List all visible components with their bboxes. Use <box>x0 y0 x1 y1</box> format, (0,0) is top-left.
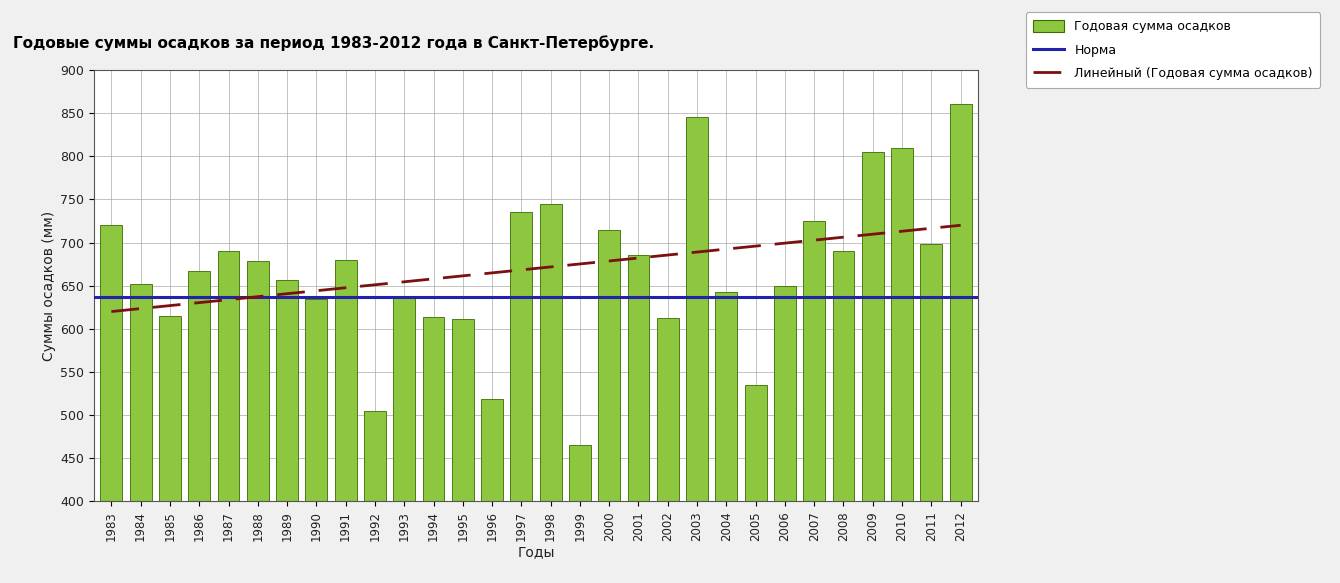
Bar <box>921 244 942 583</box>
Bar <box>745 385 766 583</box>
Bar <box>364 411 386 583</box>
Bar <box>803 221 825 583</box>
Bar <box>570 445 591 583</box>
Bar <box>598 230 620 583</box>
Bar <box>100 225 122 583</box>
Bar <box>159 316 181 583</box>
Bar <box>716 292 737 583</box>
Bar <box>217 251 240 583</box>
Bar <box>393 296 415 583</box>
Bar <box>247 261 269 583</box>
Bar <box>657 318 679 583</box>
Y-axis label: Суммы осадков (мм): Суммы осадков (мм) <box>42 210 56 361</box>
Bar <box>891 147 913 583</box>
Bar <box>188 271 210 583</box>
Bar <box>627 255 650 583</box>
Bar <box>130 284 151 583</box>
Bar <box>950 104 972 583</box>
Bar <box>335 260 356 583</box>
Bar <box>832 251 855 583</box>
Bar <box>775 286 796 583</box>
Bar <box>540 203 561 583</box>
Text: Годовые суммы осадков за период 1983-2012 года в Санкт-Петербурге.: Годовые суммы осадков за период 1983-201… <box>13 35 654 51</box>
Bar <box>306 298 327 583</box>
Bar <box>422 317 445 583</box>
Bar <box>686 117 708 583</box>
Bar <box>862 152 884 583</box>
Bar <box>452 319 474 583</box>
X-axis label: Годы: Годы <box>517 545 555 559</box>
Bar <box>276 280 297 583</box>
Bar <box>481 399 502 583</box>
Bar <box>511 212 532 583</box>
Legend: Годовая сумма осадков, Норма, Линейный (Годовая сумма осадков): Годовая сумма осадков, Норма, Линейный (… <box>1025 12 1320 88</box>
